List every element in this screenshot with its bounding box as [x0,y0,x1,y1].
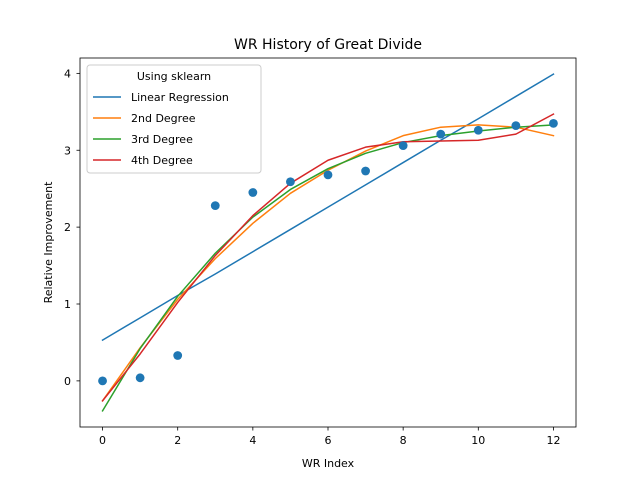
data-point [173,351,183,360]
x-tick-label: 2 [174,434,181,447]
data-point [511,121,521,131]
data-point [436,129,446,139]
x-tick-label: 0 [99,434,106,447]
x-axis: 0 2 4 6 8 10 12 [99,427,560,447]
data-point [135,373,145,383]
series-line-2 [101,124,555,402]
legend-label: Linear Regression [131,91,229,104]
y-tick-label: 1 [64,298,71,311]
scatter-points [98,118,558,386]
data-point [549,118,558,128]
x-tick-label: 12 [546,434,560,447]
data-point [210,201,220,211]
x-tick-label: 8 [400,434,407,447]
legend-label: 3rd Degree [131,133,193,146]
legend-label: 2nd Degree [131,112,196,125]
chart-title: WR History of Great Divide [234,37,422,53]
x-axis-label: WR Index [302,457,355,470]
data-point [473,125,483,135]
data-point [286,177,295,187]
legend-label: 4th Degree [131,154,193,167]
legend: Using sklearn Linear Regression 2nd Degre… [86,64,262,174]
legend-title: Using sklearn [137,70,211,83]
legend-entries: Linear Regression 2nd Degree 3rd Degree 4th… [93,91,229,167]
data-point [361,166,370,176]
y-tick-label: 3 [64,144,71,157]
y-axis: 0 1 2 3 4 [64,67,80,388]
x-tick-label: 10 [471,434,485,447]
y-tick-label: 2 [64,221,71,234]
data-point [398,141,408,151]
data-point [323,170,333,180]
x-tick-label: 4 [249,434,256,447]
data-point [98,376,107,386]
legend-box [86,64,262,174]
y-tick-label: 0 [64,375,71,388]
y-tick-label: 4 [64,67,71,80]
x-tick-label: 6 [325,434,332,447]
series-line-4 [101,113,555,402]
y-axis-label: Relative Improvement [42,181,55,304]
data-point [248,188,258,197]
